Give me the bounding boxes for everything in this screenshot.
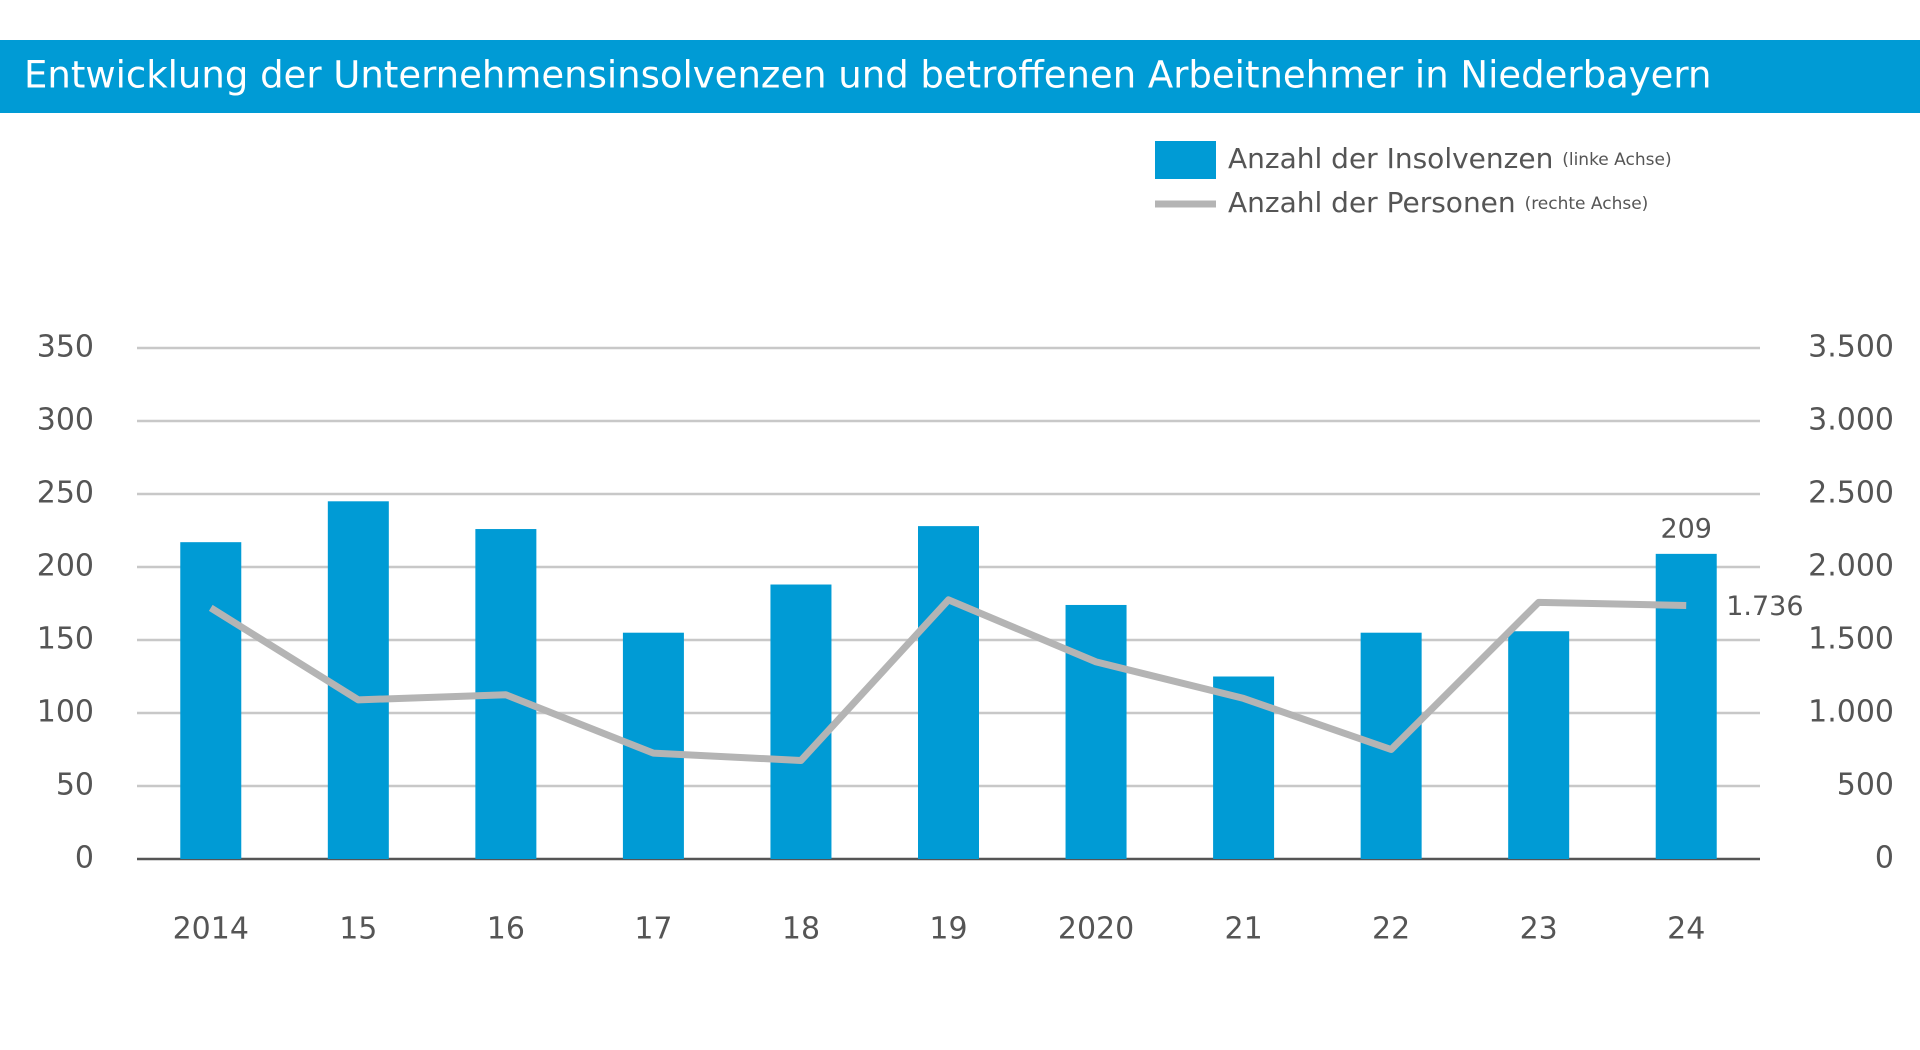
legend-name: Anzahl der Personen bbox=[1228, 186, 1516, 219]
bar bbox=[1508, 631, 1570, 859]
bar bbox=[918, 526, 979, 859]
legend-label: Anzahl der Personen (rechte Achse) bbox=[1228, 186, 1648, 219]
x-tick-label: 23 bbox=[1520, 912, 1558, 947]
y2-tick-label: 1.500 bbox=[1808, 622, 1894, 657]
y-tick-label: 50 bbox=[56, 768, 94, 803]
x-tick-label: 17 bbox=[634, 912, 672, 947]
legend-label: Anzahl der Insolvenzen (linke Achse) bbox=[1228, 142, 1672, 175]
line-value-label: 1.736 bbox=[1726, 591, 1803, 622]
x-tick-label: 2014 bbox=[173, 912, 249, 947]
y2-tick-label: 500 bbox=[1837, 768, 1894, 803]
y2-tick-label: 0 bbox=[1875, 841, 1894, 876]
y2-tick-label: 2.500 bbox=[1808, 476, 1894, 511]
x-tick-label: 22 bbox=[1372, 912, 1410, 947]
title-bar bbox=[0, 40, 1920, 113]
y-tick-label: 150 bbox=[37, 622, 94, 657]
y-tick-label: 200 bbox=[37, 549, 94, 584]
y2-tick-label: 3.500 bbox=[1808, 330, 1894, 365]
y-tick-label: 300 bbox=[37, 403, 94, 438]
legend: Anzahl der Insolvenzen (linke Achse)Anza… bbox=[1155, 141, 1672, 219]
bar bbox=[327, 501, 389, 859]
x-tick-label: 18 bbox=[782, 912, 820, 947]
x-tick-label: 21 bbox=[1224, 912, 1262, 947]
legend-axis-note: (linke Achse) bbox=[1562, 150, 1671, 170]
x-tick-label: 24 bbox=[1667, 912, 1705, 947]
y-tick-label: 250 bbox=[37, 476, 94, 511]
legend-swatch bbox=[1155, 141, 1216, 179]
line bbox=[208, 596, 1687, 764]
y-tick-label: 100 bbox=[37, 695, 94, 730]
bar bbox=[1065, 604, 1127, 859]
x-tick-label: 15 bbox=[339, 912, 377, 947]
x-tick-label: 2020 bbox=[1058, 912, 1134, 947]
bar bbox=[180, 542, 242, 859]
y2-tick-label: 3.000 bbox=[1808, 403, 1894, 438]
bar-value-label: 209 bbox=[1660, 513, 1712, 544]
legend-axis-note: (rechte Achse) bbox=[1525, 194, 1649, 214]
y2-tick-label: 1.000 bbox=[1808, 695, 1894, 730]
y2-tick-label: 2.000 bbox=[1808, 549, 1894, 584]
y-tick-label: 0 bbox=[75, 841, 94, 876]
y-tick-label: 350 bbox=[37, 330, 94, 365]
legend-name: Anzahl der Insolvenzen bbox=[1228, 142, 1553, 175]
x-tick-label: 16 bbox=[487, 912, 525, 947]
bar bbox=[770, 584, 832, 859]
chart-title: Entwicklung der Unternehmensinsolvenzen … bbox=[24, 54, 1711, 97]
x-tick-label: 19 bbox=[929, 912, 967, 947]
bar bbox=[1655, 553, 1717, 859]
